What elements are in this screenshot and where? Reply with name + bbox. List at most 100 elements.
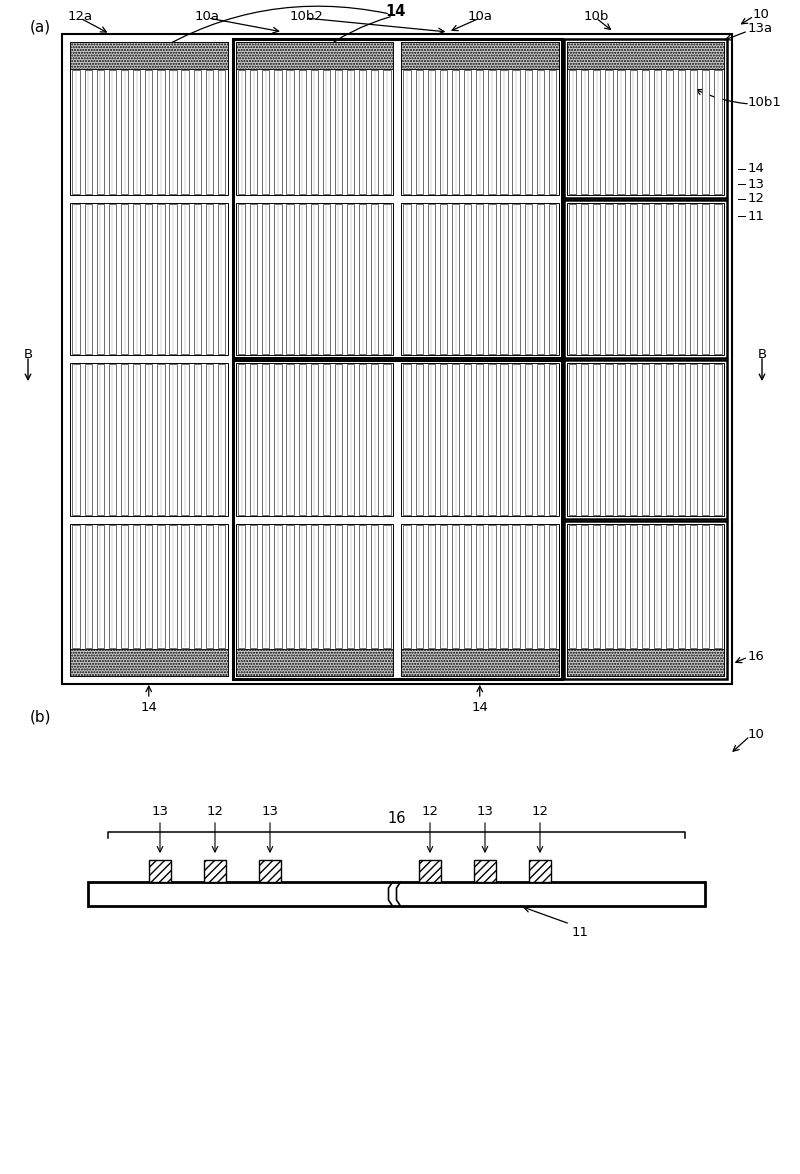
Bar: [581, 364, 588, 514]
Text: 12: 12: [748, 193, 765, 205]
Text: 14: 14: [385, 5, 406, 20]
Bar: [206, 70, 213, 194]
Bar: [322, 203, 330, 355]
Bar: [488, 203, 495, 355]
Bar: [383, 203, 390, 355]
Bar: [415, 203, 423, 355]
Bar: [145, 203, 152, 355]
Bar: [133, 70, 140, 194]
Bar: [654, 70, 661, 194]
Bar: [569, 364, 576, 514]
Bar: [310, 203, 318, 355]
Bar: [335, 70, 342, 194]
Bar: [630, 364, 637, 514]
Bar: [537, 70, 544, 194]
Bar: [654, 364, 661, 514]
Bar: [206, 525, 213, 648]
Bar: [452, 364, 459, 514]
Bar: [170, 364, 177, 514]
Bar: [476, 203, 483, 355]
Bar: [678, 364, 686, 514]
Text: 10a: 10a: [195, 9, 220, 22]
Bar: [250, 203, 258, 355]
Bar: [563, 360, 727, 519]
Bar: [97, 203, 104, 355]
Bar: [678, 70, 686, 194]
Text: 11: 11: [748, 209, 765, 223]
Bar: [606, 364, 613, 514]
Bar: [85, 364, 92, 514]
Bar: [182, 70, 189, 194]
Text: 14: 14: [140, 701, 157, 714]
Bar: [286, 364, 294, 514]
Bar: [235, 42, 393, 69]
Bar: [194, 70, 201, 194]
Bar: [347, 525, 354, 648]
Bar: [403, 525, 410, 648]
Bar: [537, 364, 544, 514]
Bar: [403, 203, 410, 355]
Bar: [549, 203, 556, 355]
Bar: [70, 363, 227, 515]
Bar: [500, 70, 508, 194]
Bar: [274, 525, 282, 648]
Bar: [335, 203, 342, 355]
Bar: [262, 525, 270, 648]
Text: (a): (a): [30, 19, 51, 34]
Bar: [401, 42, 558, 195]
Bar: [371, 203, 378, 355]
Bar: [274, 364, 282, 514]
Text: 16: 16: [748, 649, 765, 662]
Bar: [70, 42, 227, 69]
Bar: [371, 70, 378, 194]
Bar: [383, 70, 390, 194]
Bar: [109, 364, 116, 514]
Bar: [549, 525, 556, 648]
Bar: [274, 70, 282, 194]
Bar: [145, 525, 152, 648]
Bar: [474, 861, 496, 882]
Bar: [428, 364, 435, 514]
Text: 13a: 13a: [748, 22, 773, 35]
Bar: [371, 364, 378, 514]
Bar: [440, 203, 447, 355]
Text: (b): (b): [30, 709, 51, 724]
Bar: [359, 70, 366, 194]
Bar: [235, 648, 393, 676]
Bar: [235, 524, 393, 676]
Bar: [182, 525, 189, 648]
Bar: [298, 364, 306, 514]
Bar: [581, 203, 588, 355]
Bar: [401, 363, 558, 515]
Bar: [62, 34, 732, 684]
Bar: [194, 364, 201, 514]
Bar: [85, 525, 92, 648]
Bar: [618, 70, 625, 194]
Bar: [262, 70, 270, 194]
Bar: [218, 203, 225, 355]
Bar: [525, 364, 532, 514]
Bar: [488, 70, 495, 194]
Bar: [428, 203, 435, 355]
Bar: [149, 861, 171, 882]
Bar: [218, 525, 225, 648]
Bar: [525, 525, 532, 648]
Bar: [581, 525, 588, 648]
Text: 12: 12: [531, 805, 549, 818]
Bar: [529, 861, 551, 882]
Bar: [133, 525, 140, 648]
Bar: [569, 203, 576, 355]
Bar: [298, 70, 306, 194]
Bar: [194, 203, 201, 355]
Bar: [286, 70, 294, 194]
Bar: [488, 525, 495, 648]
Bar: [513, 525, 520, 648]
Bar: [286, 203, 294, 355]
Bar: [298, 203, 306, 355]
Bar: [440, 70, 447, 194]
Bar: [401, 202, 558, 355]
Bar: [606, 203, 613, 355]
Bar: [593, 203, 601, 355]
Bar: [630, 525, 637, 648]
Text: 12a: 12a: [68, 9, 93, 22]
